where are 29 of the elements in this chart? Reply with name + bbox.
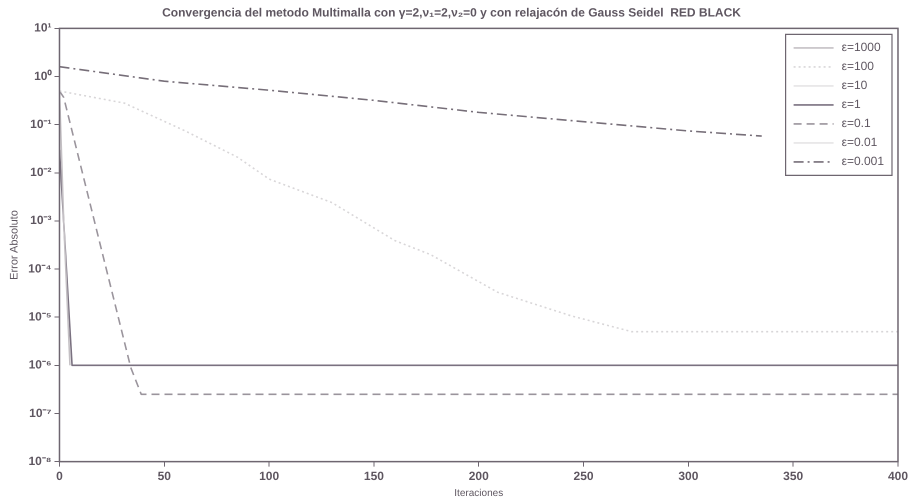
legend-label: ε=10 — [842, 78, 868, 92]
x-tick-label: 150 — [364, 469, 384, 484]
chart-title: Convergencia del metodo Multimalla con γ=2,ν₁=2,ν₂=0 y con relajacón de Gauss Seidel RED BLACK — [162, 6, 742, 20]
y-tick-label: 10⁻¹ — [30, 116, 52, 131]
x-tick-label: 400 — [888, 469, 908, 484]
y-tick-label: 10⁻⁴ — [28, 261, 52, 276]
y-tick-label: 10⁻⁶ — [28, 358, 52, 372]
legend-label: ε=1000 — [842, 40, 881, 54]
y-tick-label: 10⁻³ — [30, 213, 52, 228]
x-tick-label: 300 — [678, 469, 699, 484]
y-tick-label: 10⁻⁷ — [29, 406, 52, 420]
x-tick-label: 250 — [574, 469, 594, 484]
y-tick-label: 10⁻⁸ — [28, 454, 52, 468]
y-tick-label: 10⁻² — [30, 165, 52, 180]
legend-label: ε=0.01 — [842, 135, 878, 150]
y-tick-label: 10⁰ — [34, 68, 52, 83]
x-tick-label: 50 — [158, 469, 172, 484]
legend-label: ε=0.001 — [842, 154, 884, 168]
y-tick-label: 10⁻⁵ — [28, 310, 52, 324]
x-tick-label: 200 — [468, 469, 490, 484]
x-tick-label: 0 — [56, 469, 64, 484]
y-axis-title: Error Absoluto — [8, 210, 21, 280]
legend-label: ε=100 — [842, 59, 874, 74]
x-tick-label: 350 — [783, 469, 804, 484]
x-axis-title: Iteraciones — [454, 488, 504, 499]
legend-label: ε=0.1 — [842, 116, 871, 130]
legend-label: ε=1 — [842, 97, 861, 112]
x-tick-label: 100 — [259, 469, 280, 484]
y-tick-label: 10¹ — [34, 20, 52, 35]
